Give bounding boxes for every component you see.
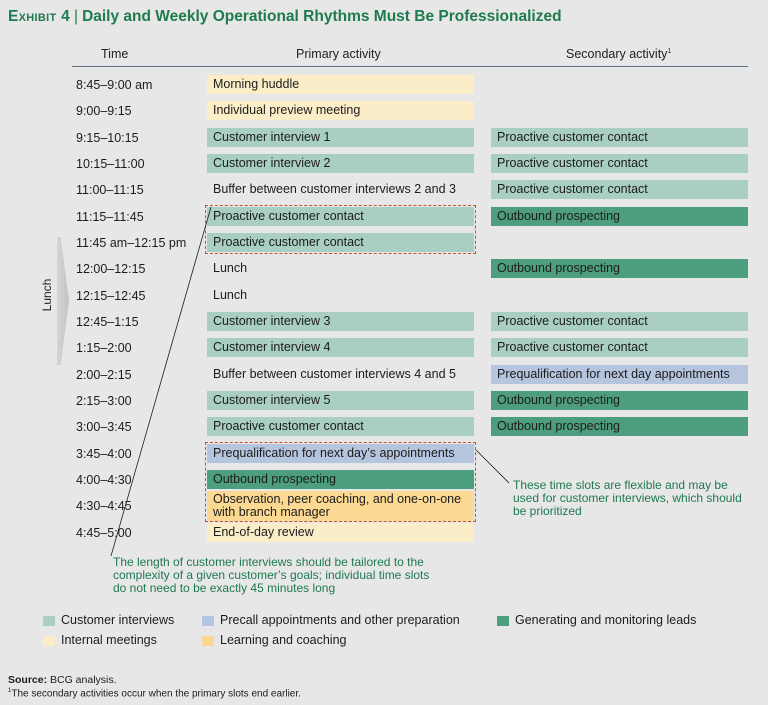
customer-interviews-legend: Customer interviews <box>61 613 175 627</box>
primary-activity: Proactive customer contact <box>207 207 474 226</box>
primary-activity: Observation, peer coaching, and one-on-o… <box>207 491 474 521</box>
exhibit-heading: Daily and Weekly Operational Rhythms Mus… <box>82 8 562 25</box>
primary-activity: Customer interview 3 <box>207 312 474 331</box>
flexible-slots-highlight <box>205 442 476 522</box>
primary-activity: Individual preview meeting <box>207 101 474 120</box>
secondary-activity: Outbound prospecting <box>491 417 748 436</box>
time-column-header: Time <box>101 47 129 61</box>
primary-activity: End-of-day review <box>207 523 474 542</box>
secondary-activity: Proactive customer contact <box>491 338 748 357</box>
primary-activity: Customer interview 1 <box>207 128 474 147</box>
time-slot: 11:15–11:45 <box>76 210 144 224</box>
time-slot: 10:15–11:00 <box>76 157 145 171</box>
interview-length-pointer <box>110 206 212 557</box>
learning-swatch <box>202 636 214 646</box>
primary-activity: Lunch <box>213 288 248 302</box>
customer-interviews-swatch <box>43 616 55 626</box>
internal-meetings-legend: Internal meetings <box>61 633 157 647</box>
footnote: 1The secondary activities occur when the… <box>8 688 301 699</box>
source-text: BCG analysis. <box>50 674 117 686</box>
secondary-activity: Prequalification for next day appointmen… <box>491 365 748 384</box>
primary-activity: Outbound prospecting <box>207 470 474 489</box>
header-rule <box>72 66 748 67</box>
time-slot: 2:00–2:15 <box>76 368 132 382</box>
primary-activity: Customer interview 2 <box>207 154 474 173</box>
secondary-activity: Proactive customer contact <box>491 154 748 173</box>
footnote-mark: 1 <box>8 688 12 694</box>
leads-legend: Generating and monitoring leads <box>515 613 697 627</box>
time-slot: 9:00–9:15 <box>76 104 132 118</box>
source-label: Source: <box>8 674 48 686</box>
secondary-activity: Proactive customer contact <box>491 180 748 199</box>
learning-legend: Learning and coaching <box>220 633 347 647</box>
time-slot: 11:45 am–12:15 pm <box>76 236 187 250</box>
time-slot: 4:00–4:30 <box>76 473 132 487</box>
primary-activity: Customer interview 5 <box>207 391 474 410</box>
primary-activity: Proactive customer contact <box>207 233 474 252</box>
time-slot: 4:45–5:00 <box>76 526 132 540</box>
primary-activity: Proactive customer contact <box>207 417 474 436</box>
flexible-slots-note: These time slots are flexible and may be… <box>513 478 742 518</box>
secondary-activity: Proactive customer contact <box>491 128 748 147</box>
source-line: Source: BCG analysis. <box>8 674 117 686</box>
exhibit-title: Exhibit 4 | Daily and Weekly Operational R… <box>8 8 562 26</box>
secondary-header-label: Secondary activity <box>566 47 668 61</box>
time-slot: 1:15–2:00 <box>76 341 132 355</box>
secondary-column-header: Secondary activity1 <box>566 47 671 61</box>
time-slot: 12:00–12:15 <box>76 262 146 276</box>
flexible-slots-pointer <box>475 449 510 484</box>
exhibit-number: Exhibit 4 <box>8 8 71 25</box>
secondary-activity: Outbound prospecting <box>491 391 748 410</box>
time-slot: 8:45–9:00 am <box>76 78 153 92</box>
time-slot: 12:45–1:15 <box>76 315 139 329</box>
time-slot: 3:00–3:45 <box>76 420 132 434</box>
primary-column-header: Primary activity <box>296 47 381 61</box>
internal-meetings-swatch <box>43 636 55 646</box>
time-slot: 3:45–4:00 <box>76 447 132 461</box>
time-slot: 4:30–4:45 <box>76 499 132 513</box>
leads-swatch <box>497 616 509 626</box>
interview-length-highlight <box>205 205 476 254</box>
primary-activity: Buffer between customer interviews 4 and… <box>213 367 456 381</box>
precall-swatch <box>202 616 214 626</box>
primary-activity: Customer interview 4 <box>207 338 474 357</box>
primary-activity: Lunch <box>213 261 248 275</box>
secondary-activity: Outbound prospecting <box>491 207 748 226</box>
secondary-activity: Outbound prospecting <box>491 259 748 278</box>
secondary-activity: Proactive customer contact <box>491 312 748 331</box>
time-slot: 11:00–11:15 <box>76 183 144 197</box>
primary-activity: Prequalification for next day’s appointm… <box>207 444 474 463</box>
primary-activity: Morning huddle <box>207 75 474 94</box>
title-separator: | <box>74 8 79 25</box>
interview-length-note: The length of customer interviews should… <box>113 555 430 595</box>
time-slot: 2:15–3:00 <box>76 394 132 408</box>
footnote-text: The secondary activities occur when the … <box>11 688 301 700</box>
time-slot: 12:15–12:45 <box>76 289 146 303</box>
precall-legend: Precall appointments and other preparati… <box>220 613 460 627</box>
time-slot: 9:15–10:15 <box>76 131 139 145</box>
primary-activity: Buffer between customer interviews 2 and… <box>213 182 456 196</box>
secondary-header-footnote-mark: 1 <box>667 47 672 55</box>
